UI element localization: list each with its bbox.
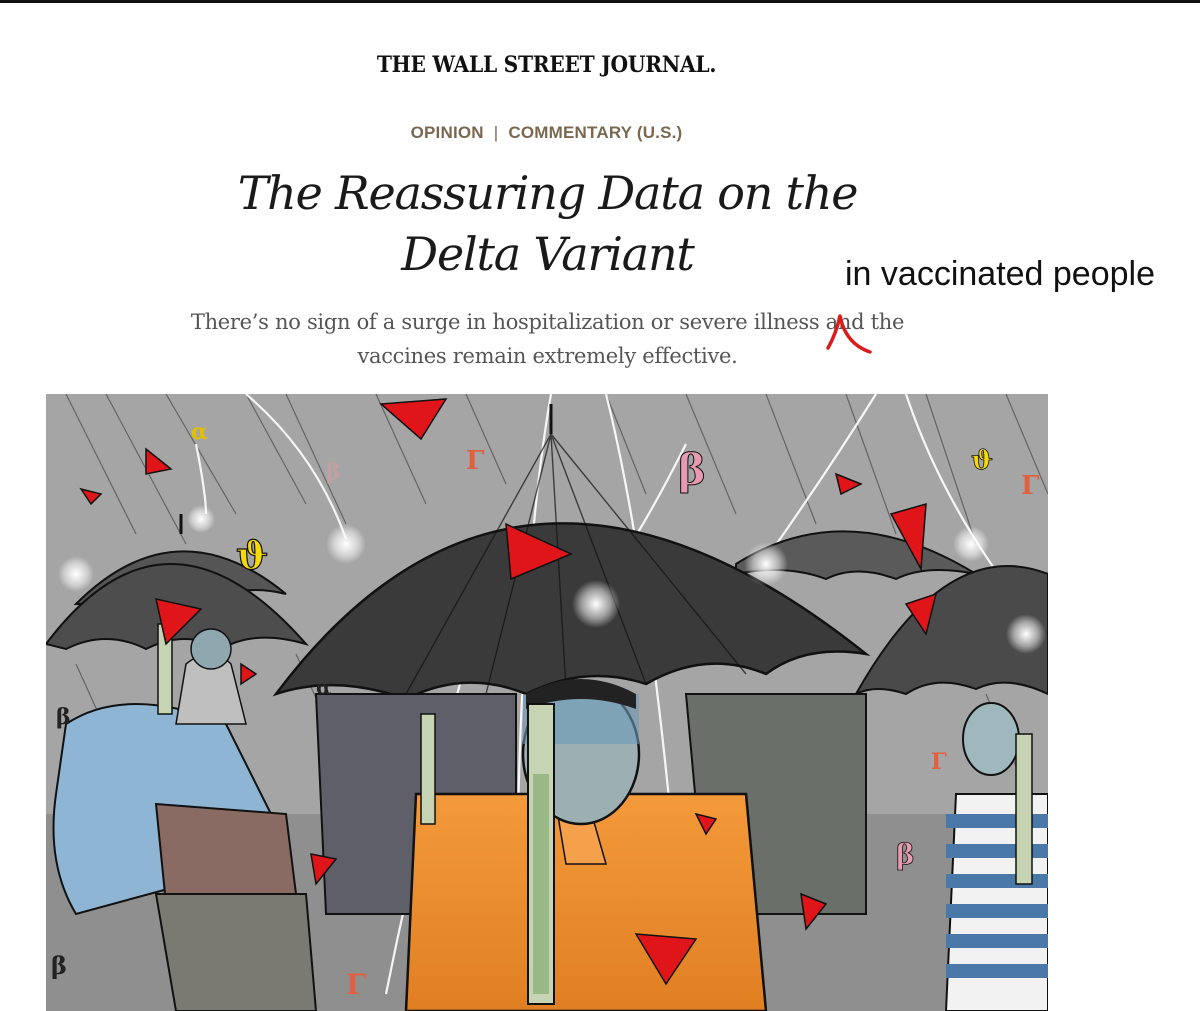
- beta-letter: β: [51, 951, 67, 980]
- section-commentary-link[interactable]: COMMENTARY (U.S.): [508, 123, 683, 142]
- section-opinion-link[interactable]: OPINION: [410, 123, 484, 142]
- section-separator: |: [493, 123, 499, 142]
- handwritten-annotation: in vaccinated people: [845, 255, 1156, 293]
- article-headline: The Reassuring Data on the Delta Variant: [237, 166, 859, 281]
- beta-letter: β: [326, 459, 341, 485]
- umbrellas-rain-artwork: β β β β β α α Γ Γ Γ Γ ϑ ϑ: [46, 394, 1048, 1011]
- beta-letter: β: [678, 445, 706, 494]
- gamma-letter: Γ: [466, 446, 485, 476]
- beta-letter: β: [56, 704, 71, 730]
- gamma-letter: Γ: [346, 968, 366, 1001]
- svg-text:ϑ: ϑ: [971, 446, 993, 476]
- gamma-letter: Γ: [1021, 471, 1040, 501]
- gamma-letter: Γ: [931, 749, 947, 775]
- alpha-letter: α: [191, 419, 208, 445]
- article-dek: There’s no sign of a surge in hospitaliz…: [190, 310, 905, 368]
- insertion-caret-mark: [826, 314, 872, 354]
- masthead-logo[interactable]: THE WALL STREET JOURNAL.: [376, 52, 717, 78]
- article-illustration: β β β β β α α Γ Γ Γ Γ ϑ ϑ: [46, 394, 1048, 1011]
- svg-text:ϑ: ϑ: [236, 533, 268, 578]
- alpha-letter: α: [316, 675, 331, 699]
- top-rule: [0, 0, 1200, 3]
- section-breadcrumb: OPINION | COMMENTARY (U.S.): [0, 123, 1093, 143]
- beta-letter: β: [896, 838, 915, 871]
